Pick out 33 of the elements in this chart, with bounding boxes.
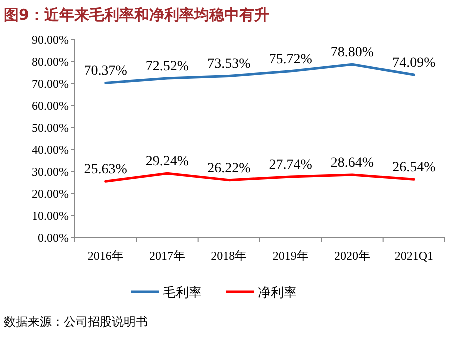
x-tick-label: 2017年 xyxy=(150,249,186,263)
data-label: 28.64% xyxy=(330,156,374,171)
data-label: 29.24% xyxy=(146,154,190,170)
data-label: 74.09% xyxy=(392,56,436,71)
y-tick-label: 50.00% xyxy=(32,121,69,135)
data-label: 25.63% xyxy=(84,162,128,178)
legend-label: 净利率 xyxy=(258,285,297,301)
data-label: 73.53% xyxy=(208,57,252,72)
chart-title: 图9：近年来毛利率和净利率均稳中有升 xyxy=(4,6,270,24)
x-tick-label: 2016年 xyxy=(88,249,124,263)
y-tick-label: 0.00% xyxy=(38,231,69,245)
data-label: 26.54% xyxy=(392,160,436,176)
data-label: 26.22% xyxy=(208,161,252,176)
y-tick-label: 40.00% xyxy=(32,143,69,157)
line-series xyxy=(104,172,416,183)
x-tick-label: 2018年 xyxy=(211,249,248,263)
y-tick-label: 20.00% xyxy=(32,187,69,201)
source-note: 数据来源：公司招股说明书 xyxy=(4,315,148,329)
y-tick-label: 10.00% xyxy=(32,209,69,223)
legend-label: 毛利率 xyxy=(163,285,202,301)
data-label: 75.72% xyxy=(269,52,313,68)
x-tick-label: 2020年 xyxy=(334,249,370,263)
y-tick-label: 60.00% xyxy=(32,99,69,113)
y-tick-label: 80.00% xyxy=(32,55,69,69)
data-label: 78.80% xyxy=(330,46,374,61)
y-tick-label: 30.00% xyxy=(32,165,69,179)
data-label: 72.52% xyxy=(146,59,190,74)
x-tick-label: 2019年 xyxy=(272,249,309,263)
y-tick-label: 70.00% xyxy=(32,77,69,91)
x-tick-label: 2021Q1 xyxy=(394,249,434,263)
y-tick-label: 90.00% xyxy=(32,33,69,47)
data-label: 70.37% xyxy=(84,64,128,80)
data-label: 27.74% xyxy=(269,158,313,173)
